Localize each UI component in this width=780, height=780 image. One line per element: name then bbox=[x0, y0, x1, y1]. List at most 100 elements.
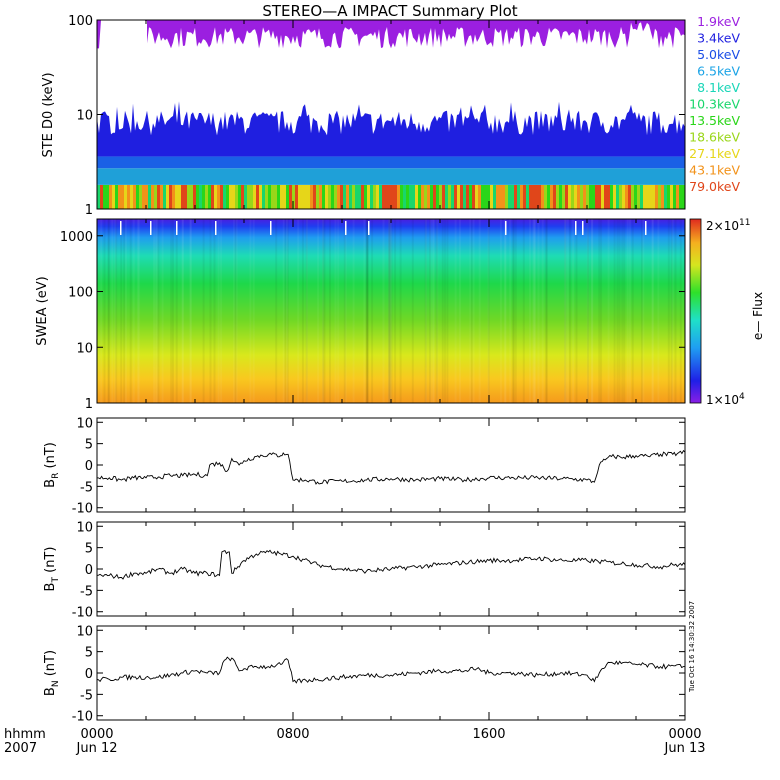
ste-band-mark bbox=[268, 184, 271, 209]
ste-band-mark bbox=[454, 184, 457, 209]
swea-streak bbox=[546, 219, 548, 403]
ste-band-mark bbox=[322, 184, 325, 209]
ste-band-mark bbox=[526, 184, 529, 209]
ste-band-mark bbox=[280, 184, 283, 209]
ste-band-mark bbox=[427, 184, 430, 209]
ste-legend-entry: 1.9keV bbox=[697, 14, 740, 29]
swea-streak bbox=[388, 219, 391, 403]
ste-band-mark bbox=[373, 184, 376, 209]
swea-streak bbox=[100, 219, 103, 403]
ste-band-mark bbox=[361, 184, 364, 209]
ste-band-mark bbox=[238, 184, 241, 209]
swea-streak bbox=[607, 219, 610, 403]
bn-ytick-label: 5 bbox=[85, 646, 93, 661]
swea-streak bbox=[170, 219, 173, 403]
ste-band-mark bbox=[310, 184, 313, 209]
bn-ytick-label: -5 bbox=[80, 688, 93, 703]
swea-streak bbox=[120, 219, 123, 403]
ste-blue-channel bbox=[97, 101, 685, 136]
ste-band-mark bbox=[598, 184, 601, 209]
swea-streak bbox=[323, 219, 326, 403]
swea-streak bbox=[114, 219, 117, 403]
bn-ytick-label: -10 bbox=[72, 710, 93, 725]
ste-band-mark bbox=[682, 184, 685, 209]
ste-band-mark bbox=[289, 184, 292, 209]
swea-streak bbox=[394, 219, 397, 403]
bt-ytick-label: 10 bbox=[76, 520, 93, 535]
ste-band-mark bbox=[616, 184, 619, 209]
swea-gap-mark bbox=[270, 221, 272, 235]
ste-band-mark bbox=[448, 184, 451, 209]
ste-band-mark bbox=[199, 184, 202, 209]
swea-streak bbox=[435, 219, 438, 403]
swea-streak bbox=[388, 219, 391, 403]
ste-purple-channel bbox=[97, 20, 685, 49]
swea-streak bbox=[317, 219, 320, 403]
ste-band-mark bbox=[196, 184, 199, 209]
swea-streak bbox=[600, 219, 603, 403]
ste-band-mark bbox=[376, 184, 379, 209]
swea-streak bbox=[282, 219, 285, 403]
swea-streak bbox=[587, 219, 589, 403]
x-tick-label: 1600 bbox=[472, 727, 505, 742]
ste-band-mark bbox=[622, 184, 625, 209]
ste-band-mark bbox=[304, 184, 307, 209]
ste-band-mark bbox=[121, 184, 124, 209]
ste-band-mark bbox=[589, 184, 592, 209]
swea-streak bbox=[623, 219, 626, 403]
swea-streak bbox=[651, 219, 654, 403]
bn-ylabel: BN (nT) bbox=[43, 650, 61, 696]
swea-gap-mark bbox=[368, 221, 370, 235]
swea-streak bbox=[572, 219, 575, 403]
ste-band-mark bbox=[364, 184, 367, 209]
swea-streak bbox=[286, 219, 289, 403]
ste-band-mark bbox=[133, 184, 136, 209]
swea-streak bbox=[613, 219, 616, 403]
ste-band-mark bbox=[433, 184, 436, 209]
ste-legend-entry: 27.1keV bbox=[689, 146, 740, 161]
swea-streak bbox=[182, 219, 184, 403]
ste-band-mark bbox=[523, 184, 526, 209]
ste-band-mark bbox=[178, 184, 181, 209]
swea-streak bbox=[487, 219, 490, 403]
bt-ytick-label: -10 bbox=[72, 606, 93, 621]
bt-ylabel: BT (nT) bbox=[43, 547, 61, 592]
swea-streak bbox=[541, 219, 544, 403]
ste-legend-entry: 6.5keV bbox=[697, 64, 740, 79]
ste-band-mark bbox=[163, 184, 166, 209]
ste-band-mark bbox=[202, 184, 205, 209]
ste-band-mark bbox=[601, 184, 604, 209]
ste-band-mark bbox=[148, 184, 151, 209]
swea-streak bbox=[436, 219, 439, 403]
ste-band-mark bbox=[631, 184, 634, 209]
ste-band-mark bbox=[661, 184, 664, 209]
swea-streak bbox=[509, 219, 512, 403]
ste-band-mark bbox=[184, 184, 187, 209]
swea-streak bbox=[382, 219, 385, 403]
ste-band-mark bbox=[424, 184, 427, 209]
ste-band-mark bbox=[457, 184, 460, 209]
x-tick-label: 0000 bbox=[668, 727, 701, 742]
swea-streak bbox=[618, 219, 621, 403]
ste-band-mark bbox=[226, 184, 229, 209]
ste-band-mark bbox=[247, 184, 250, 209]
swea-streak bbox=[387, 219, 390, 403]
ste-band-mark bbox=[649, 184, 652, 209]
ste-band-mark bbox=[127, 184, 130, 209]
swea-streak bbox=[564, 219, 567, 403]
br-panel: 10 5 0 -5 -10 BR (nT) bbox=[43, 416, 686, 517]
ste-band-mark bbox=[97, 184, 100, 209]
ste-band-mark bbox=[532, 184, 535, 209]
swea-streak bbox=[429, 219, 432, 403]
swea-streak bbox=[301, 219, 304, 403]
ste-legend-entry: 13.5keV bbox=[689, 113, 740, 128]
bn-ytick-label: 0 bbox=[85, 667, 93, 682]
ste-band-mark bbox=[379, 184, 382, 209]
swea-streak bbox=[487, 219, 490, 403]
swea-gap-mark bbox=[120, 221, 122, 235]
ste-band-mark bbox=[301, 184, 304, 209]
ste-band-mark bbox=[340, 184, 343, 209]
swea-ylabel: SWEA (eV) bbox=[35, 276, 50, 345]
swea-ytick-label: 100 bbox=[68, 286, 93, 301]
ste-band-mark bbox=[571, 184, 574, 209]
